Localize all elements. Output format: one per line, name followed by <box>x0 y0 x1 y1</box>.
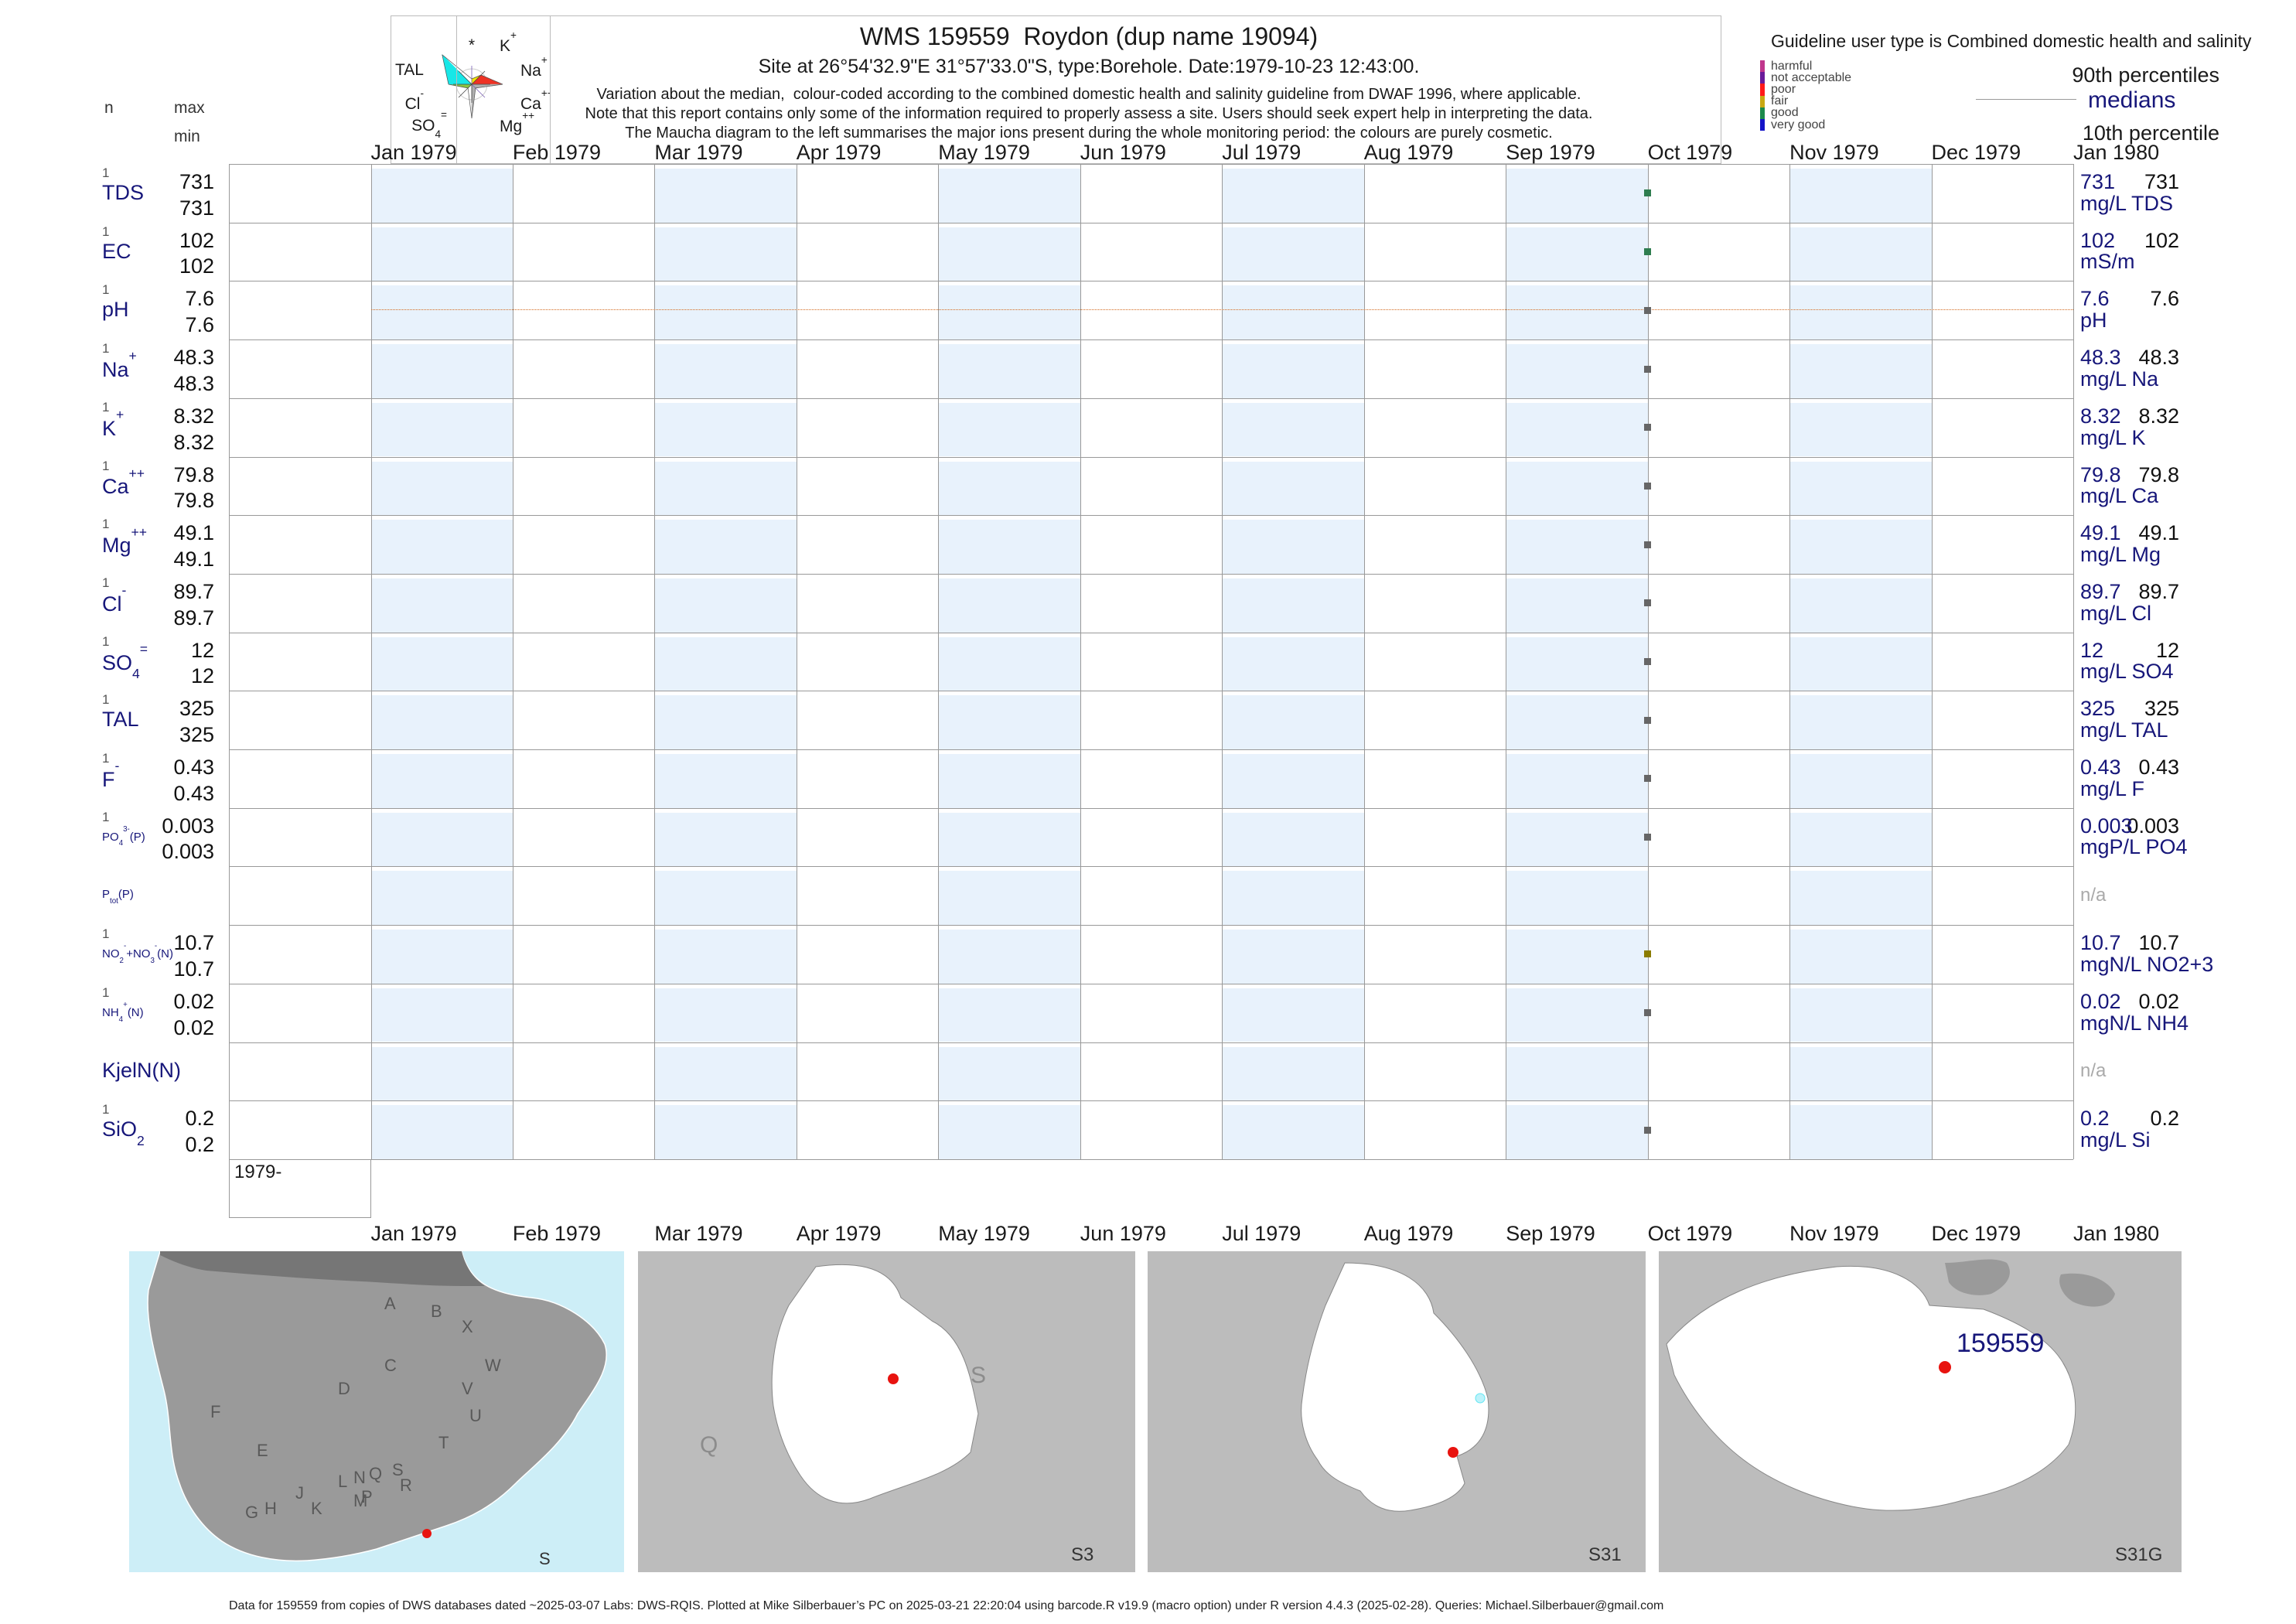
svg-text:A: A <box>384 1294 396 1313</box>
svg-text:T: T <box>438 1433 449 1452</box>
svg-text:K: K <box>311 1499 322 1518</box>
svg-text:S3: S3 <box>1071 1544 1093 1565</box>
svg-text:P: P <box>361 1487 373 1506</box>
svg-text:J: J <box>295 1483 304 1503</box>
svg-text:L: L <box>338 1472 347 1491</box>
svg-text:U: U <box>469 1406 482 1425</box>
svg-text:H: H <box>264 1499 277 1518</box>
svg-text:D: D <box>338 1379 350 1398</box>
svg-text:S: S <box>539 1549 551 1568</box>
svg-text:B: B <box>431 1302 442 1321</box>
svg-text:X: X <box>462 1317 473 1336</box>
svg-text:Q: Q <box>700 1432 718 1458</box>
svg-text:N: N <box>353 1468 366 1487</box>
svg-text:S31: S31 <box>1588 1544 1622 1565</box>
svg-text:159559: 159559 <box>1957 1329 2044 1358</box>
svg-text:Q: Q <box>369 1464 382 1483</box>
svg-text:C: C <box>384 1356 397 1375</box>
svg-text:V: V <box>462 1379 473 1398</box>
svg-text:W: W <box>485 1356 501 1375</box>
svg-text:S31G: S31G <box>2115 1544 2162 1565</box>
svg-text:G: G <box>245 1503 258 1522</box>
svg-text:F: F <box>210 1402 220 1421</box>
svg-text:E: E <box>257 1441 268 1460</box>
svg-text:S: S <box>971 1363 986 1388</box>
svg-text:R: R <box>400 1476 412 1495</box>
